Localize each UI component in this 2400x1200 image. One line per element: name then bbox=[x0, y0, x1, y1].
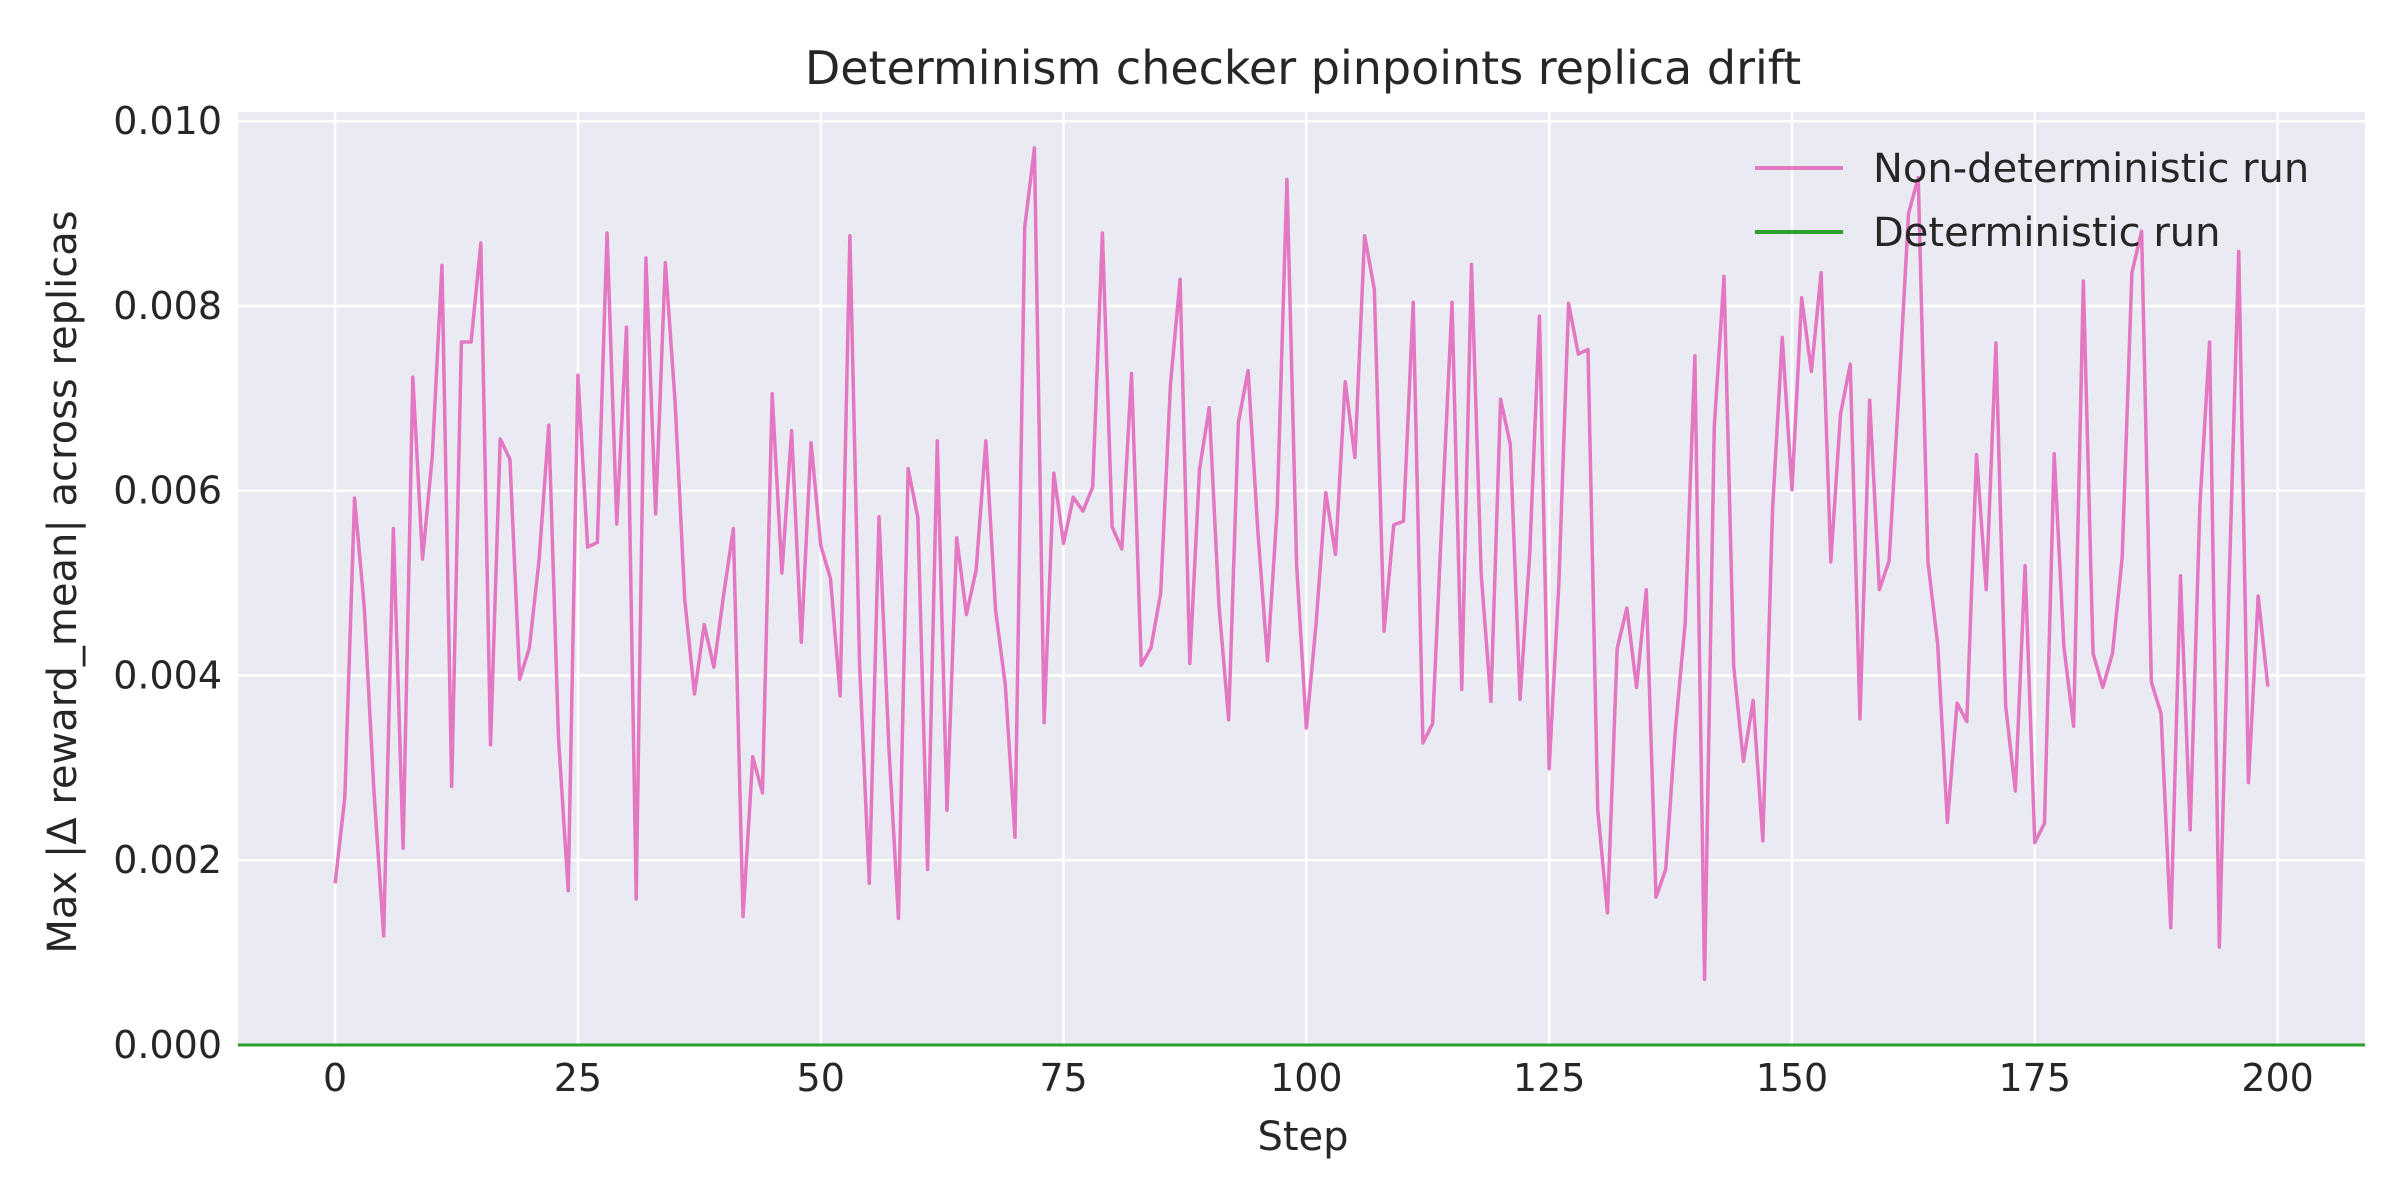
series-layer bbox=[238, 146, 2365, 1047]
x-tick-label: 150 bbox=[1756, 1056, 1829, 1100]
series-line-non-deterministic bbox=[333, 146, 2270, 982]
y-tick-label: 0.002 bbox=[113, 838, 222, 882]
legend-label-non-deterministic: Non-deterministic run bbox=[1873, 146, 2309, 192]
x-tick-label: 175 bbox=[1999, 1056, 2072, 1100]
x-tick-label: 125 bbox=[1513, 1056, 1586, 1100]
y-tick-label: 0.010 bbox=[113, 99, 222, 143]
y-tick-label: 0.004 bbox=[113, 653, 222, 697]
y-tick-label: 0.006 bbox=[113, 469, 222, 513]
chart-title: Determinism checker pinpoints replica dr… bbox=[805, 41, 1801, 95]
x-tick-label: 200 bbox=[2241, 1056, 2314, 1100]
y-axis-ticks: 0.000 0.002 0.004 0.006 0.008 0.010 bbox=[113, 99, 222, 1067]
x-axis-ticks: 0 25 50 75 100 125 150 175 200 bbox=[323, 1056, 2314, 1100]
y-tick-label: 0.008 bbox=[113, 284, 222, 328]
y-tick-label: 0.000 bbox=[113, 1023, 222, 1067]
y-axis-label: Max |Δ reward_mean| across replicas bbox=[40, 210, 86, 953]
x-axis-label: Step bbox=[1257, 1114, 1348, 1160]
x-tick-label: 0 bbox=[323, 1056, 347, 1100]
legend: Non-deterministic run Deterministic run bbox=[1755, 146, 2309, 256]
plot-area bbox=[238, 112, 2365, 1045]
x-tick-label: 25 bbox=[554, 1056, 602, 1100]
x-tick-label: 50 bbox=[797, 1056, 845, 1100]
legend-label-deterministic: Deterministic run bbox=[1873, 210, 2220, 256]
x-tick-label: 75 bbox=[1039, 1056, 1087, 1100]
x-tick-label: 100 bbox=[1270, 1056, 1343, 1100]
